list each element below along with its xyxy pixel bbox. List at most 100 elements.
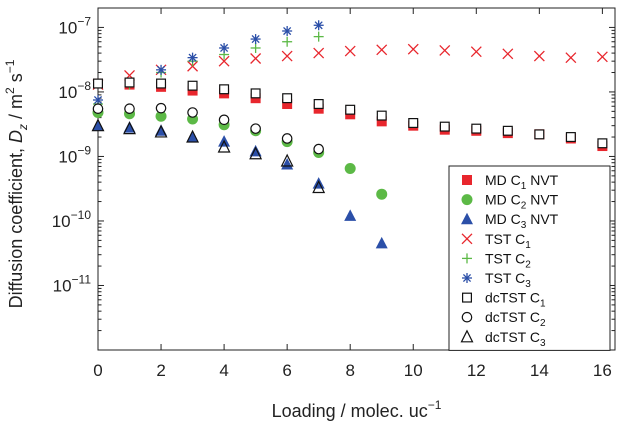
legend-item: TST C3	[462, 270, 531, 290]
y-tick-label: 10−9	[58, 143, 91, 166]
legend-box	[448, 165, 611, 351]
data-point	[376, 110, 387, 121]
legend-label: MD C1 NVT	[485, 172, 559, 192]
legend-label: dcTST C1	[485, 290, 546, 310]
x-tick-label: 8	[345, 361, 354, 380]
data-point	[470, 46, 482, 58]
data-point	[439, 121, 450, 132]
data-point	[250, 42, 261, 53]
legend-marker	[462, 273, 472, 283]
x-tick-label: 0	[93, 361, 102, 380]
y-axis-title: Diffusion coefficient, Dz / m2 s−1	[3, 59, 30, 308]
legend-item: MD C2 NVT	[461, 192, 559, 212]
x-tick-label: 4	[219, 361, 228, 380]
data-point	[313, 99, 324, 110]
data-point	[313, 31, 324, 42]
legend-marker	[461, 194, 473, 206]
legend-marker	[461, 212, 473, 225]
data-point	[534, 129, 545, 140]
series-tst-c3	[93, 20, 324, 105]
data-point	[375, 236, 388, 249]
data-point	[408, 118, 419, 129]
data-point	[344, 209, 357, 221]
data-point	[218, 55, 230, 67]
series-md-c2-nvt	[92, 107, 388, 200]
data-point	[156, 64, 167, 75]
y-tick-label: 10−11	[53, 272, 92, 295]
data-point	[281, 133, 293, 144]
data-point	[92, 103, 104, 114]
data-point	[219, 84, 230, 95]
legend-label: TST C1	[485, 231, 531, 251]
data-point	[502, 48, 514, 60]
y-tick-label: 10−8	[58, 79, 91, 102]
data-point	[92, 119, 104, 131]
data-point	[344, 163, 356, 175]
data-point	[93, 94, 103, 105]
data-point	[565, 52, 577, 64]
data-point	[92, 78, 103, 89]
y-tick-label: 10−7	[58, 14, 91, 37]
data-point	[312, 180, 326, 194]
x-tick-label: 6	[282, 361, 291, 380]
series-tst-c1	[92, 43, 608, 91]
legend-marker	[462, 175, 472, 185]
data-point	[376, 116, 387, 127]
plot-border	[97, 7, 616, 351]
legend-item: TST C1	[461, 231, 531, 251]
data-point	[187, 60, 199, 72]
data-point	[249, 146, 263, 160]
data-point	[124, 77, 135, 88]
data-point	[313, 20, 324, 31]
data-point	[155, 110, 167, 122]
data-point	[282, 93, 293, 104]
data-point	[217, 139, 231, 153]
data-point	[155, 102, 167, 114]
y-tick-label: 10−10	[52, 208, 92, 231]
data-point	[187, 80, 198, 91]
data-point	[218, 114, 230, 126]
data-point	[282, 26, 293, 37]
x-tick-label: 16	[593, 361, 612, 380]
data-point	[376, 188, 388, 200]
legend-label: dcTST C3	[485, 329, 546, 349]
y-axis: 10−7 10−8 10−9 10−10 10−11	[52, 7, 615, 351]
series-dctst-c3	[91, 118, 326, 194]
legend-item: TST C2	[462, 250, 531, 270]
legend-item: MD C1 NVT	[462, 172, 559, 192]
data-point	[471, 123, 482, 134]
x-axis: 0 2 4 6 8 10 12 14 16	[93, 8, 612, 380]
series-dctst-c2	[92, 102, 324, 155]
legend-item: dcTST C3	[460, 329, 546, 349]
data-point	[156, 78, 167, 89]
data-point	[186, 130, 199, 143]
legend-marker	[461, 311, 473, 323]
data-point	[439, 44, 451, 56]
x-tick-label: 2	[156, 361, 165, 380]
legend-label: TST C3	[485, 270, 531, 290]
data-points	[91, 20, 608, 249]
series-dctst-c1	[92, 77, 608, 149]
x-tick-label: 10	[404, 361, 423, 380]
legend-label: MD C2 NVT	[485, 192, 559, 212]
series-md-c3-nvt	[92, 119, 388, 249]
legend-label: MD C3 NVT	[485, 211, 559, 231]
data-point	[533, 50, 545, 62]
data-point	[280, 153, 294, 167]
x-tick-label: 12	[467, 361, 486, 380]
data-point	[250, 123, 261, 134]
data-point	[187, 107, 198, 118]
data-point	[313, 143, 324, 155]
legend-label: TST C2	[485, 250, 531, 270]
data-point	[281, 50, 293, 62]
legend-marker	[462, 253, 472, 264]
data-point	[187, 52, 198, 63]
legend-item: dcTST C1	[462, 290, 546, 310]
data-point	[282, 36, 293, 47]
legend-marker	[462, 292, 473, 303]
data-point	[345, 104, 356, 115]
legend-marker	[461, 233, 473, 245]
legend-item: MD C3 NVT	[461, 211, 559, 231]
data-point	[250, 34, 261, 45]
